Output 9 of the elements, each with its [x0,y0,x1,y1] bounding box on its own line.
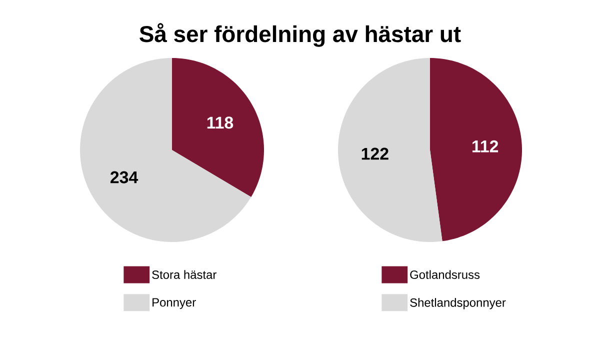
data-label: 234 [110,171,138,184]
legend-label: Ponnyer [152,298,196,309]
legend-label: Shetlandsponnyer [410,298,506,310]
data-label: 112 [472,140,498,152]
chart-title: Så ser fördelning av hästar ut [140,23,461,47]
legend-label: Stora hästar [152,270,216,279]
data-label: 118 [207,116,234,129]
data-label: 122 [362,148,388,160]
legend-label: Gotlandsruss [410,270,480,279]
